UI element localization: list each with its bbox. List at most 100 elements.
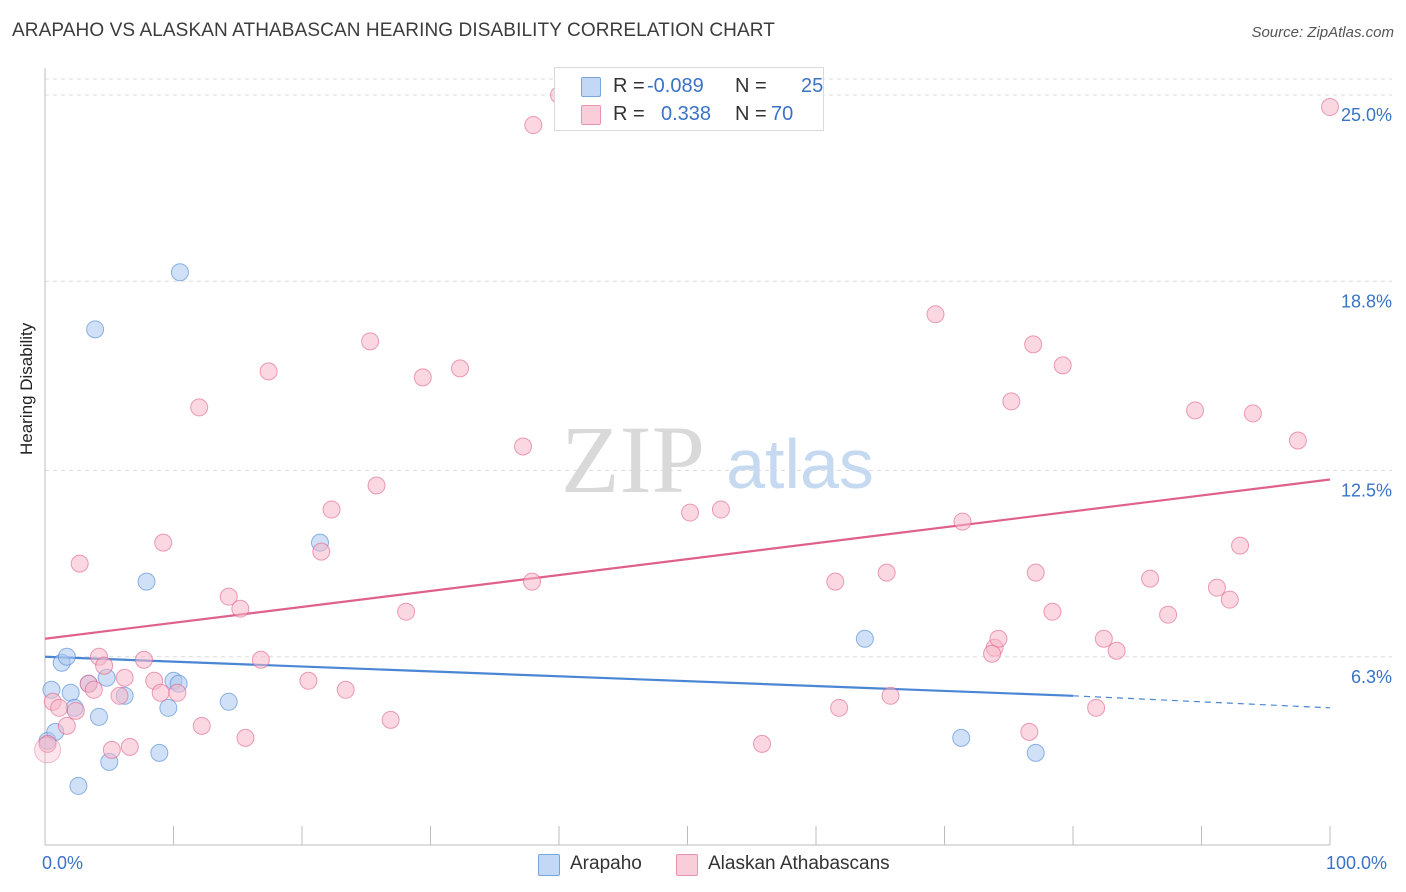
point-arapaho xyxy=(61,683,80,702)
point-athabascan xyxy=(397,602,416,621)
point-athabascan xyxy=(1053,356,1072,375)
point-athabascan xyxy=(1159,605,1178,624)
point-athabascan xyxy=(711,500,730,519)
legend-swatch-athabascan xyxy=(581,105,601,125)
y-tick-label: 25.0% xyxy=(1341,105,1392,125)
point-athabascan xyxy=(524,116,543,135)
point-arapaho xyxy=(57,647,76,666)
point-athabascan xyxy=(134,650,153,669)
point-athabascan xyxy=(1207,578,1226,597)
point-athabascan xyxy=(826,572,845,591)
point-arapaho xyxy=(69,776,88,795)
point-athabascan xyxy=(57,716,76,735)
axes xyxy=(44,68,1331,846)
point-arapaho xyxy=(137,572,156,591)
point-athabascan xyxy=(1043,602,1062,621)
legend-r-value: -0.089 xyxy=(647,75,704,97)
point-athabascan xyxy=(66,701,85,720)
point-athabascan xyxy=(322,500,341,519)
point-athabascan xyxy=(881,686,900,705)
point-athabascan xyxy=(361,332,380,351)
trend-extension-arapaho xyxy=(1072,695,1331,709)
point-arapaho xyxy=(159,698,178,717)
y-tick-labels: 6.3% 12.5% 18.8% 25.0% xyxy=(1341,105,1392,687)
watermark-zip: ZIP xyxy=(561,406,705,513)
x-max-label: 100.0% xyxy=(1326,853,1388,873)
point-athabascan xyxy=(367,476,386,495)
point-athabascan xyxy=(336,680,355,699)
point-athabascan xyxy=(219,587,238,606)
trend-line-athabascan xyxy=(44,478,1331,640)
point-athabascan xyxy=(154,533,173,552)
y-tick-label: 18.8% xyxy=(1341,291,1392,311)
legend-r-value: 0.338 xyxy=(661,103,712,125)
point-athabascan xyxy=(953,512,972,531)
trend-lines xyxy=(44,478,1331,709)
point-athabascan xyxy=(115,668,134,687)
point-athabascan xyxy=(1026,563,1045,582)
point-arapaho xyxy=(86,320,105,339)
watermark-atlas: atlas xyxy=(726,425,874,503)
point-athabascan xyxy=(190,398,209,417)
point-athabascan xyxy=(523,572,542,591)
legend-n-value: 25 xyxy=(801,75,824,97)
point-arapaho xyxy=(952,728,971,747)
point-athabascan xyxy=(451,359,470,378)
trend-line-arapaho xyxy=(44,655,1074,697)
point-athabascan xyxy=(231,599,250,618)
point-athabascan xyxy=(983,644,1002,663)
legend-r-label: R = xyxy=(613,103,645,125)
point-athabascan xyxy=(989,629,1008,648)
legend-swatch-arapaho xyxy=(581,77,601,97)
point-arapaho xyxy=(855,629,874,648)
point-athabascan xyxy=(1107,641,1126,660)
point-athabascan xyxy=(1321,98,1339,117)
point-athabascan xyxy=(1024,335,1043,354)
watermark: ZIP atlas xyxy=(561,406,874,513)
correlation-legend: R = -0.089 N = 25 R = 0.338 N = 70 xyxy=(554,67,824,131)
point-athabascan xyxy=(1220,590,1239,609)
y-axis-label: Hearing Disability xyxy=(17,322,36,455)
source-label: Source: ZipAtlas.com xyxy=(1251,24,1394,41)
point-athabascan xyxy=(1094,629,1113,648)
point-athabascan xyxy=(259,362,278,381)
legend-label-arapaho: Arapaho xyxy=(570,853,642,874)
point-arapaho xyxy=(1026,743,1045,762)
point-athabascan xyxy=(1288,431,1307,450)
x-min-label: 0.0% xyxy=(42,853,84,873)
point-athabascan xyxy=(413,368,432,387)
point-athabascan xyxy=(926,305,945,324)
point-athabascan xyxy=(236,728,255,747)
point-athabascan xyxy=(84,680,103,699)
point-arapaho xyxy=(219,692,238,711)
point-athabascan-cluster xyxy=(34,736,62,764)
point-athabascan xyxy=(514,437,533,456)
legend-row-athabascan: R = 0.338 N = 70 xyxy=(555,101,823,127)
point-athabascan xyxy=(1243,404,1262,423)
point-arapaho xyxy=(150,743,169,762)
point-athabascan xyxy=(251,650,270,669)
point-arapaho xyxy=(170,263,189,282)
point-athabascan xyxy=(877,563,896,582)
point-athabascan xyxy=(192,716,211,735)
point-athabascan xyxy=(753,734,772,753)
point-athabascan xyxy=(1141,569,1160,588)
grid-lines xyxy=(45,78,1392,658)
point-athabascan xyxy=(95,656,114,675)
point-athabascan xyxy=(70,554,89,573)
legend-label-athabascan: Alaskan Athabascans xyxy=(708,853,890,874)
point-athabascan xyxy=(1231,536,1250,555)
point-athabascan xyxy=(381,710,400,729)
point-athabascan xyxy=(102,740,121,759)
point-athabascan xyxy=(50,698,69,717)
point-athabascan xyxy=(830,698,849,717)
point-athabascan xyxy=(1087,698,1106,717)
point-athabascan xyxy=(168,683,187,702)
point-athabascan xyxy=(120,737,139,756)
legend-swatch-athabascan xyxy=(676,854,698,876)
point-athabascan xyxy=(1002,392,1021,411)
point-athabascan xyxy=(1020,722,1039,741)
point-athabascan xyxy=(38,734,57,753)
point-athabascan xyxy=(151,683,170,702)
